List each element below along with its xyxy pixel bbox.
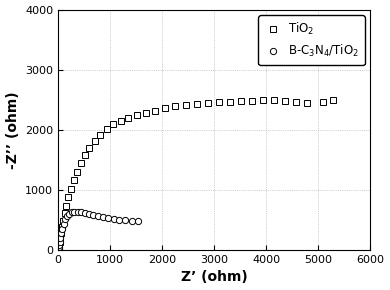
TiO$_2$ — [104, 127, 109, 131]
TiO$_2$ — [153, 109, 158, 112]
B-C$_3$N$_4$/TiO$_2$ — [59, 232, 64, 235]
TiO$_2$ — [135, 114, 139, 117]
B-C$_3$N$_4$/TiO$_2$ — [61, 222, 66, 226]
TiO$_2$ — [239, 99, 243, 103]
B-C$_3$N$_4$/TiO$_2$ — [57, 240, 62, 244]
TiO$_2$ — [56, 247, 61, 251]
TiO$_2$ — [57, 245, 61, 249]
TiO$_2$ — [143, 111, 148, 115]
X-axis label: Z’ (ohm): Z’ (ohm) — [181, 271, 248, 284]
B-C$_3$N$_4$/TiO$_2$ — [91, 213, 96, 217]
B-C$_3$N$_4$/TiO$_2$ — [72, 210, 77, 213]
TiO$_2$ — [58, 236, 63, 239]
TiO$_2$ — [195, 102, 200, 106]
Legend: TiO$_2$, B-C$_3$N$_4$/TiO$_2$: TiO$_2$, B-C$_3$N$_4$/TiO$_2$ — [258, 15, 365, 65]
B-C$_3$N$_4$/TiO$_2$ — [67, 212, 71, 215]
TiO$_2$ — [126, 116, 131, 119]
B-C$_3$N$_4$/TiO$_2$ — [56, 247, 61, 251]
TiO$_2$ — [206, 101, 211, 104]
B-C$_3$N$_4$/TiO$_2$ — [58, 236, 63, 240]
TiO$_2$ — [61, 219, 66, 222]
TiO$_2$ — [304, 102, 309, 105]
TiO$_2$ — [293, 100, 298, 103]
TiO$_2$ — [59, 231, 64, 234]
B-C$_3$N$_4$/TiO$_2$ — [101, 215, 105, 219]
TiO$_2$ — [64, 204, 69, 207]
TiO$_2$ — [282, 99, 287, 103]
TiO$_2$ — [69, 187, 73, 191]
TiO$_2$ — [331, 99, 335, 102]
TiO$_2$ — [87, 146, 92, 150]
B-C$_3$N$_4$/TiO$_2$ — [57, 245, 61, 249]
B-C$_3$N$_4$/TiO$_2$ — [87, 213, 91, 216]
TiO$_2$ — [261, 99, 265, 102]
TiO$_2$ — [173, 105, 178, 108]
B-C$_3$N$_4$/TiO$_2$ — [65, 214, 69, 218]
TiO$_2$ — [163, 106, 167, 110]
TiO$_2$ — [60, 225, 64, 229]
B-C$_3$N$_4$/TiO$_2$ — [57, 243, 62, 246]
TiO$_2$ — [92, 139, 97, 142]
Y-axis label: -Z’’ (ohm): -Z’’ (ohm) — [5, 91, 20, 168]
B-C$_3$N$_4$/TiO$_2$ — [82, 211, 87, 215]
TiO$_2$ — [57, 240, 62, 243]
TiO$_2$ — [111, 123, 116, 126]
TiO$_2$ — [78, 162, 83, 165]
TiO$_2$ — [74, 170, 79, 174]
TiO$_2$ — [71, 179, 76, 182]
B-C$_3$N$_4$/TiO$_2$ — [136, 220, 140, 223]
B-C$_3$N$_4$/TiO$_2$ — [63, 218, 67, 221]
B-C$_3$N$_4$/TiO$_2$ — [129, 219, 134, 223]
TiO$_2$ — [66, 195, 71, 199]
B-C$_3$N$_4$/TiO$_2$ — [112, 217, 116, 221]
Line: B-C$_3$N$_4$/TiO$_2$: B-C$_3$N$_4$/TiO$_2$ — [55, 209, 141, 252]
TiO$_2$ — [184, 104, 189, 107]
B-C$_3$N$_4$/TiO$_2$ — [117, 218, 122, 221]
TiO$_2$ — [62, 212, 67, 215]
B-C$_3$N$_4$/TiO$_2$ — [60, 227, 65, 231]
B-C$_3$N$_4$/TiO$_2$ — [69, 211, 74, 214]
TiO$_2$ — [82, 153, 87, 157]
TiO$_2$ — [98, 133, 103, 136]
TiO$_2$ — [228, 100, 232, 103]
B-C$_3$N$_4$/TiO$_2$ — [79, 211, 83, 214]
TiO$_2$ — [57, 243, 62, 246]
B-C$_3$N$_4$/TiO$_2$ — [96, 215, 100, 218]
TiO$_2$ — [320, 100, 325, 103]
TiO$_2$ — [217, 100, 222, 104]
TiO$_2$ — [250, 99, 254, 103]
TiO$_2$ — [271, 99, 276, 102]
B-C$_3$N$_4$/TiO$_2$ — [123, 219, 128, 222]
B-C$_3$N$_4$/TiO$_2$ — [106, 216, 111, 220]
TiO$_2$ — [118, 119, 123, 122]
B-C$_3$N$_4$/TiO$_2$ — [75, 210, 80, 213]
Line: TiO$_2$: TiO$_2$ — [55, 97, 336, 252]
